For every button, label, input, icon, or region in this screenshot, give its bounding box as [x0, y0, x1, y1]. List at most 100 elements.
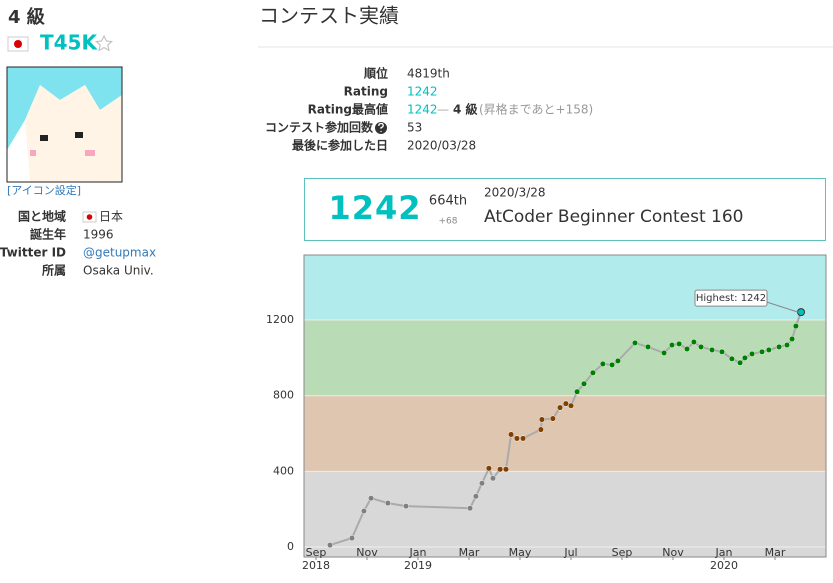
- rating-band: [304, 320, 826, 396]
- latest-date: 2020/3/28: [484, 186, 546, 200]
- rating-point: [776, 343, 783, 350]
- rating-point: [599, 360, 606, 367]
- avatar: [6, 66, 123, 183]
- info-label: 国と地域: [18, 209, 66, 224]
- y-tick-label: 800: [273, 389, 294, 402]
- flag-dot: [86, 214, 93, 220]
- record-label: 順位: [363, 66, 388, 81]
- x-tick-label: Jul: [563, 546, 577, 559]
- record-value: 2020/03/28: [407, 139, 476, 153]
- rating-point: [644, 343, 652, 350]
- rating-point: [631, 339, 639, 346]
- y-tick-label: 1200: [266, 313, 294, 326]
- rating-point: [567, 402, 575, 409]
- rating-point: [384, 500, 391, 507]
- rating-point: [783, 341, 791, 349]
- x-tick-label: Nov: [356, 546, 378, 559]
- rating-point: [748, 350, 756, 357]
- rating-point: [562, 400, 569, 407]
- info-label: 所属: [42, 263, 66, 278]
- rating-point: [489, 475, 497, 482]
- x-tick-year: 2019: [404, 559, 432, 572]
- x-tick-label: May: [509, 546, 532, 559]
- x-tick-year: 2018: [302, 559, 330, 572]
- record-value: 1242: [407, 85, 438, 99]
- rating-point: [741, 354, 748, 361]
- y-tick-label: 400: [273, 464, 294, 477]
- favorite-star[interactable]: [95, 34, 113, 52]
- rating-point: [326, 542, 334, 549]
- info-label: Twitter ID: [0, 246, 66, 260]
- rating-point: [402, 503, 410, 510]
- record-note: (昇格まであと+158): [479, 102, 593, 117]
- record-label: コンテスト参加回数: [265, 120, 374, 135]
- record-label: Rating: [344, 85, 388, 99]
- info-value: @getupmax: [83, 246, 156, 260]
- rating-point: [668, 341, 676, 349]
- rating-point: [520, 435, 527, 442]
- record-label: 最後に参加した日: [292, 138, 388, 153]
- rating-band: [304, 395, 826, 472]
- rating-point: [661, 349, 668, 357]
- rating-point: [485, 465, 492, 472]
- rating-point: [758, 348, 766, 355]
- info-label: 誕生年: [30, 227, 66, 242]
- x-tick-label: Nov: [662, 546, 684, 559]
- rating-band: [304, 471, 826, 557]
- rating-point: [478, 480, 486, 487]
- rating-point: [360, 507, 367, 515]
- rating-point: [466, 505, 474, 512]
- help-mark: [378, 122, 384, 132]
- latest-rating: 1242: [328, 189, 421, 227]
- rating-point: [472, 493, 479, 500]
- username[interactable]: T45K: [40, 31, 98, 55]
- rating-band: [304, 255, 826, 321]
- x-tick-label: Jan: [715, 546, 733, 559]
- info-value: Osaka Univ.: [83, 264, 154, 278]
- latest-diff: +68: [439, 217, 458, 227]
- rating-point: [765, 346, 772, 353]
- grade: 4 級: [8, 6, 45, 28]
- rating-point: [697, 343, 705, 350]
- x-tick-label: Sep: [612, 546, 633, 559]
- rating-point: [683, 345, 691, 353]
- rating-point: [580, 380, 588, 387]
- annotation: Highest: 1242: [696, 293, 766, 304]
- rating-point: [676, 340, 683, 347]
- rating-point: [497, 466, 504, 473]
- rating-point: [537, 426, 544, 433]
- rating-point: [368, 495, 375, 502]
- x-tick-label: Jan: [409, 546, 427, 559]
- x-tick-label: Mar: [459, 546, 480, 559]
- rating-point: [797, 308, 806, 317]
- rating-point: [508, 431, 515, 438]
- rating-point: [614, 357, 621, 364]
- rating-point: [538, 416, 545, 423]
- record-value: 53: [407, 121, 422, 135]
- rating-point: [737, 359, 744, 366]
- rating-point: [502, 466, 510, 473]
- rating-point: [348, 535, 355, 542]
- record-value: 4819th: [407, 67, 450, 81]
- x-tick-label: Sep: [306, 546, 327, 559]
- record-label: Rating最高値: [308, 102, 388, 117]
- latest-rank: 664th: [429, 194, 467, 209]
- rating-point: [549, 415, 556, 422]
- rating-point: [608, 361, 616, 368]
- y-tick-label: 0: [287, 540, 294, 553]
- annotation-box: [694, 289, 768, 307]
- x-tick-year: 2020: [710, 559, 738, 572]
- rating-point: [708, 346, 716, 353]
- record-grade: 4 級: [453, 102, 478, 117]
- annotation-leader: [766, 301, 799, 313]
- latest-contest[interactable]: AtCoder Beginner Contest 160: [484, 207, 744, 227]
- icon-setting-link[interactable]: [アイコン設定]: [7, 183, 81, 197]
- rating-point: [728, 355, 735, 362]
- rating-point: [556, 404, 564, 411]
- x-tick-label: Mar: [765, 546, 786, 559]
- rating-point: [513, 435, 520, 442]
- section-title: コンテスト実績: [259, 4, 399, 28]
- rating-point: [589, 369, 596, 376]
